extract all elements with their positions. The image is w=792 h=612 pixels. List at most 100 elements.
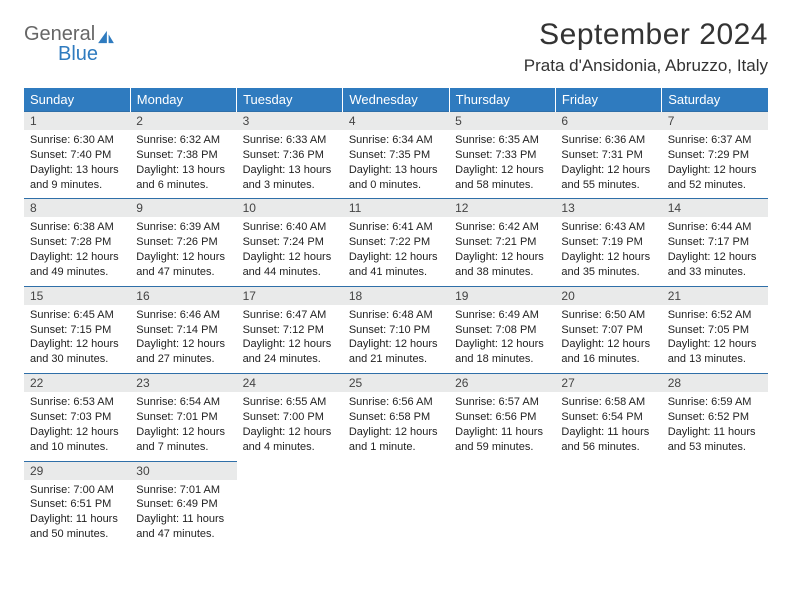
daylight-line: and 9 minutes.: [30, 178, 124, 193]
sunset-line: Sunset: 7:07 PM: [561, 323, 655, 338]
day-content-cell: Sunrise: 6:52 AMSunset: 7:05 PMDaylight:…: [662, 305, 768, 374]
day-number-cell: 5: [449, 112, 555, 131]
sunrise-line: Sunrise: 6:49 AM: [455, 308, 549, 323]
daylight-line: and 56 minutes.: [561, 440, 655, 455]
day-content-cell: Sunrise: 6:55 AMSunset: 7:00 PMDaylight:…: [237, 392, 343, 461]
daylight-line: Daylight: 12 hours: [243, 337, 337, 352]
day-content-cell: Sunrise: 6:43 AMSunset: 7:19 PMDaylight:…: [555, 217, 661, 286]
daylight-line: and 49 minutes.: [30, 265, 124, 280]
day-content-cell: Sunrise: 6:50 AMSunset: 7:07 PMDaylight:…: [555, 305, 661, 374]
sunrise-line: Sunrise: 6:50 AM: [561, 308, 655, 323]
day-number-cell: 7: [662, 112, 768, 131]
day-number-cell: 23: [130, 374, 236, 393]
daylight-line: Daylight: 12 hours: [349, 250, 443, 265]
day-content-cell: Sunrise: 6:33 AMSunset: 7:36 PMDaylight:…: [237, 130, 343, 199]
day-content-cell: Sunrise: 6:56 AMSunset: 6:58 PMDaylight:…: [343, 392, 449, 461]
daylight-line: and 7 minutes.: [136, 440, 230, 455]
daylight-line: and 16 minutes.: [561, 352, 655, 367]
sunrise-line: Sunrise: 6:37 AM: [668, 133, 762, 148]
week-number-row: 1234567: [24, 112, 768, 131]
sunset-line: Sunset: 7:24 PM: [243, 235, 337, 250]
day-number-cell: 25: [343, 374, 449, 393]
day-number-cell: 27: [555, 374, 661, 393]
sunrise-line: Sunrise: 6:34 AM: [349, 133, 443, 148]
day-number-cell: 12: [449, 199, 555, 218]
day-number-cell: 4: [343, 112, 449, 131]
day-content-cell: Sunrise: 6:36 AMSunset: 7:31 PMDaylight:…: [555, 130, 661, 199]
daylight-line: Daylight: 12 hours: [349, 425, 443, 440]
daylight-line: Daylight: 11 hours: [561, 425, 655, 440]
week-content-row: Sunrise: 6:53 AMSunset: 7:03 PMDaylight:…: [24, 392, 768, 461]
sunrise-line: Sunrise: 6:41 AM: [349, 220, 443, 235]
daylight-line: Daylight: 12 hours: [561, 250, 655, 265]
day-number-cell: [237, 461, 343, 480]
day-content-cell: Sunrise: 6:37 AMSunset: 7:29 PMDaylight:…: [662, 130, 768, 199]
sunset-line: Sunset: 7:38 PM: [136, 148, 230, 163]
daylight-line: and 47 minutes.: [136, 527, 230, 542]
daylight-line: and 52 minutes.: [668, 178, 762, 193]
day-number-cell: 26: [449, 374, 555, 393]
daylight-line: and 3 minutes.: [243, 178, 337, 193]
day-number-cell: [449, 461, 555, 480]
day-header-row: Sunday Monday Tuesday Wednesday Thursday…: [24, 88, 768, 112]
day-number-cell: 2: [130, 112, 236, 131]
sunset-line: Sunset: 7:22 PM: [349, 235, 443, 250]
sunset-line: Sunset: 7:05 PM: [668, 323, 762, 338]
day-content-cell: [555, 480, 661, 548]
sunset-line: Sunset: 6:52 PM: [668, 410, 762, 425]
daylight-line: Daylight: 11 hours: [455, 425, 549, 440]
day-content-cell: [237, 480, 343, 548]
sunset-line: Sunset: 6:54 PM: [561, 410, 655, 425]
daylight-line: and 33 minutes.: [668, 265, 762, 280]
week-number-row: 15161718192021: [24, 286, 768, 305]
sunset-line: Sunset: 7:17 PM: [668, 235, 762, 250]
daylight-line: and 58 minutes.: [455, 178, 549, 193]
sunset-line: Sunset: 7:33 PM: [455, 148, 549, 163]
daylight-line: Daylight: 11 hours: [30, 512, 124, 527]
daylight-line: Daylight: 12 hours: [136, 250, 230, 265]
daylight-line: Daylight: 13 hours: [349, 163, 443, 178]
sunset-line: Sunset: 7:21 PM: [455, 235, 549, 250]
title-block: September 2024 Prata d'Ansidonia, Abruzz…: [524, 18, 768, 76]
sunset-line: Sunset: 7:29 PM: [668, 148, 762, 163]
brand-text-blue: Blue: [58, 43, 98, 65]
day-content-cell: Sunrise: 6:53 AMSunset: 7:03 PMDaylight:…: [24, 392, 130, 461]
day-number-cell: [343, 461, 449, 480]
daylight-line: Daylight: 12 hours: [668, 163, 762, 178]
day-number-cell: 20: [555, 286, 661, 305]
day-content-cell: Sunrise: 6:39 AMSunset: 7:26 PMDaylight:…: [130, 217, 236, 286]
sunrise-line: Sunrise: 6:53 AM: [30, 395, 124, 410]
daylight-line: and 0 minutes.: [349, 178, 443, 193]
daylight-line: Daylight: 12 hours: [136, 425, 230, 440]
daylight-line: and 30 minutes.: [30, 352, 124, 367]
sunset-line: Sunset: 7:36 PM: [243, 148, 337, 163]
sunrise-line: Sunrise: 6:40 AM: [243, 220, 337, 235]
day-content-cell: Sunrise: 7:01 AMSunset: 6:49 PMDaylight:…: [130, 480, 236, 548]
day-number-cell: 8: [24, 199, 130, 218]
daylight-line: Daylight: 12 hours: [30, 425, 124, 440]
week-content-row: Sunrise: 6:30 AMSunset: 7:40 PMDaylight:…: [24, 130, 768, 199]
day-number-cell: 15: [24, 286, 130, 305]
day-content-cell: Sunrise: 6:48 AMSunset: 7:10 PMDaylight:…: [343, 305, 449, 374]
day-content-cell: Sunrise: 6:45 AMSunset: 7:15 PMDaylight:…: [24, 305, 130, 374]
sunrise-line: Sunrise: 6:44 AM: [668, 220, 762, 235]
day-content-cell: Sunrise: 6:30 AMSunset: 7:40 PMDaylight:…: [24, 130, 130, 199]
daylight-line: and 13 minutes.: [668, 352, 762, 367]
daylight-line: and 4 minutes.: [243, 440, 337, 455]
brand-sail-icon: [97, 30, 115, 44]
brand-logo: GeneralBlue: [24, 24, 115, 64]
day-header: Wednesday: [343, 88, 449, 112]
sunset-line: Sunset: 7:15 PM: [30, 323, 124, 338]
sunset-line: Sunset: 7:08 PM: [455, 323, 549, 338]
sunrise-line: Sunrise: 6:52 AM: [668, 308, 762, 323]
day-content-cell: Sunrise: 6:41 AMSunset: 7:22 PMDaylight:…: [343, 217, 449, 286]
daylight-line: Daylight: 13 hours: [30, 163, 124, 178]
daylight-line: and 35 minutes.: [561, 265, 655, 280]
day-content-cell: Sunrise: 6:38 AMSunset: 7:28 PMDaylight:…: [24, 217, 130, 286]
day-number-cell: 24: [237, 374, 343, 393]
sunrise-line: Sunrise: 6:57 AM: [455, 395, 549, 410]
sunset-line: Sunset: 7:10 PM: [349, 323, 443, 338]
day-content-cell: Sunrise: 6:34 AMSunset: 7:35 PMDaylight:…: [343, 130, 449, 199]
daylight-line: Daylight: 12 hours: [668, 250, 762, 265]
daylight-line: Daylight: 12 hours: [136, 337, 230, 352]
